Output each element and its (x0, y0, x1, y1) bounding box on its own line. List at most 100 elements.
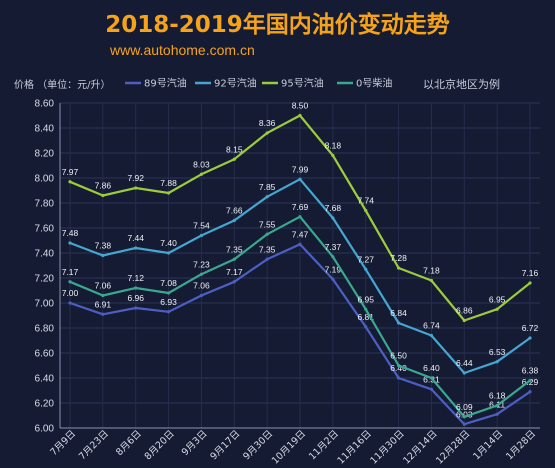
data-point (199, 233, 204, 238)
data-point (101, 253, 105, 258)
data-label: 7.40 (160, 238, 177, 248)
y-tick-label: 8.20 (35, 149, 55, 160)
data-point (462, 422, 466, 426)
data-point (166, 291, 171, 295)
data-point (232, 280, 236, 284)
legend-label: 89号汽油 (144, 77, 187, 90)
data-label: 7.69 (292, 202, 309, 212)
data-label: 6.93 (160, 297, 177, 307)
x-tick-label: 8月20日 (143, 428, 177, 462)
data-point (364, 208, 368, 213)
data-point (265, 257, 269, 261)
y-tick-label: 8.00 (35, 174, 55, 185)
data-label: 6.74 (423, 321, 440, 331)
data-label: 7.38 (95, 241, 112, 251)
data-label: 7.44 (127, 233, 144, 243)
data-label: 7.06 (193, 281, 210, 291)
data-label: 6.81 (357, 312, 374, 322)
data-point (134, 246, 138, 250)
data-point (462, 371, 466, 375)
x-tick-label: 1月28日 (504, 428, 538, 462)
data-point (232, 257, 236, 261)
y-tick-label: 8.60 (35, 99, 55, 110)
data-point (528, 281, 532, 285)
y-tick-label: 6.00 (35, 424, 55, 435)
y-tick-label: 6.20 (35, 399, 55, 410)
data-label: 6.03 (456, 409, 473, 419)
data-label: 7.88 (160, 178, 177, 188)
data-point (166, 251, 171, 255)
data-label: 7.99 (292, 164, 309, 174)
data-label: 7.68 (325, 203, 342, 213)
data-label: 6.40 (423, 363, 440, 373)
x-tick-label: 10月19日 (270, 428, 308, 466)
data-label: 6.72 (522, 323, 539, 333)
x-tick-label: 11月16日 (336, 428, 374, 466)
data-point (68, 180, 72, 184)
data-label: 8.36 (259, 118, 276, 128)
y-axis-unit-label: 价格 （单位：元/升） (14, 80, 111, 91)
chart-subtitle: www.autohome.com.cn (110, 42, 255, 58)
y-tick-label: 6.40 (35, 374, 55, 385)
data-point (495, 360, 499, 364)
y-tick-label: 7.20 (35, 274, 55, 285)
y-tick-label: 7.40 (35, 249, 55, 260)
data-point (528, 390, 532, 394)
data-label: 7.35 (226, 244, 243, 254)
data-point (396, 376, 401, 380)
data-label: 7.92 (127, 173, 144, 183)
data-point (364, 325, 368, 329)
data-label: 7.86 (95, 181, 112, 191)
data-label: 7.28 (390, 253, 407, 263)
x-tick-label: 7月23日 (77, 428, 111, 462)
data-point (429, 376, 434, 380)
data-label: 7.35 (259, 244, 276, 254)
data-point (528, 378, 532, 383)
data-point (134, 306, 138, 310)
data-label: 7.66 (226, 206, 243, 216)
data-point (298, 215, 302, 219)
data-point (101, 312, 105, 316)
data-point (134, 186, 138, 190)
data-label: 7.27 (357, 254, 374, 264)
data-point (298, 177, 302, 181)
y-tick-label: 7.60 (35, 224, 55, 235)
data-label: 6.95 (489, 294, 506, 304)
data-point (331, 216, 335, 220)
data-label: 7.85 (259, 182, 276, 192)
x-tick-label: 12月28日 (434, 428, 472, 466)
data-point (101, 293, 105, 298)
data-label: 7.08 (160, 278, 177, 288)
data-point (528, 336, 532, 340)
data-label: 7.16 (522, 268, 539, 278)
legend-label: 92号汽油 (214, 77, 257, 90)
data-point (265, 131, 269, 135)
data-point (429, 333, 434, 338)
data-point (166, 191, 171, 195)
data-point (265, 195, 269, 199)
data-label: 7.19 (325, 264, 342, 274)
data-point (495, 412, 499, 416)
data-label: 6.96 (127, 293, 144, 303)
data-label: 6.18 (489, 391, 506, 401)
data-point (232, 218, 236, 223)
data-label: 7.97 (62, 167, 79, 177)
data-label: 7.23 (193, 259, 210, 269)
data-label: 7.48 (62, 228, 79, 238)
data-label: 7.06 (95, 281, 112, 291)
data-point (364, 307, 368, 311)
data-point (232, 157, 236, 161)
data-point (429, 278, 434, 283)
data-label: 6.86 (456, 306, 473, 316)
data-point (462, 415, 466, 419)
data-point (265, 232, 269, 236)
x-tick-label: 12月14日 (401, 428, 439, 466)
data-label: 7.00 (62, 288, 79, 298)
data-label: 6.53 (489, 347, 506, 357)
data-label: 6.95 (357, 294, 374, 304)
data-label: 6.91 (95, 299, 112, 309)
data-label: 7.74 (357, 196, 374, 206)
data-point (199, 272, 204, 276)
data-label: 8.50 (292, 101, 309, 111)
